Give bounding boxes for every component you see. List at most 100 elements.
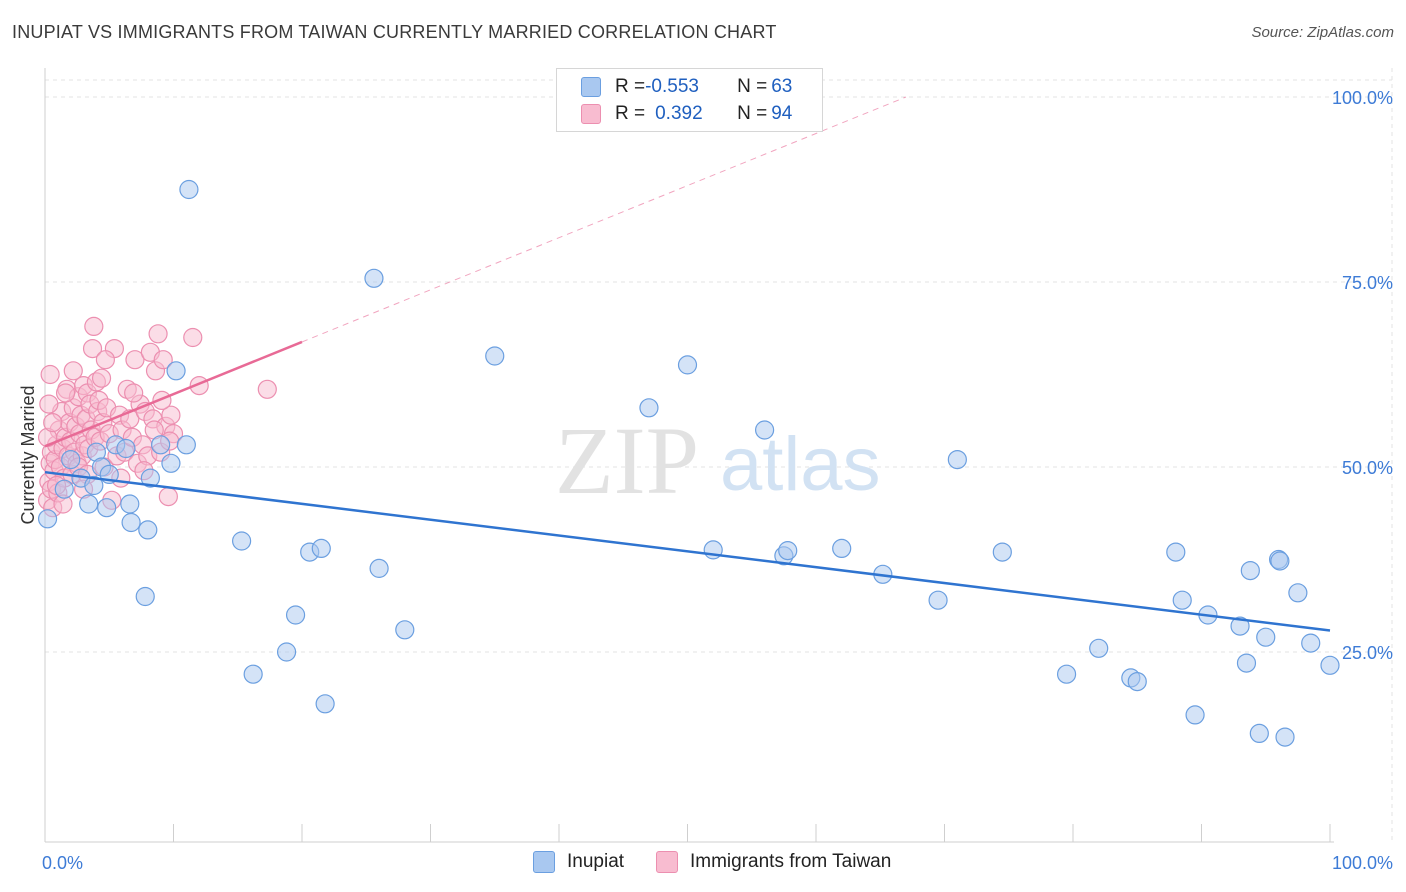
taiwan-trend-extension [301, 96, 907, 343]
legend-item-taiwan: Immigrants from Taiwan [656, 851, 891, 873]
inupiat-point [37, 509, 58, 529]
inupiat-point [232, 531, 252, 551]
watermark: ZIP atlas [555, 407, 881, 514]
legend-r-value: -0.553 [645, 76, 699, 97]
taiwan-point [183, 327, 203, 348]
taiwan-point [125, 350, 145, 370]
inupiat-point [285, 605, 306, 625]
taiwan-point [84, 316, 104, 336]
inupiat-point [1185, 705, 1205, 725]
legend-r-label: R = [615, 76, 646, 97]
inupiat-point [243, 664, 263, 684]
taiwan-point [148, 324, 168, 344]
legend-n-label: N = [737, 76, 768, 97]
inupiat-point [1236, 653, 1257, 673]
taiwan-point [40, 364, 60, 385]
inupiat-point [116, 438, 136, 459]
inupiat-point [151, 435, 171, 455]
taiwan-point [161, 405, 181, 425]
legend-row-taiwan: R = 0.392 N = 94 [581, 101, 792, 127]
inupiat-point [176, 435, 196, 455]
taiwan-point [55, 383, 76, 403]
trend-lines [44, 96, 1331, 632]
inupiat-point [677, 355, 698, 375]
legend-swatch-taiwan [656, 851, 678, 873]
inupiat-point [166, 361, 186, 381]
legend-r-label: R = [615, 103, 646, 124]
legend-n-label: N = [737, 103, 768, 124]
series-legend: Inupiat Immigrants from Taiwan [0, 851, 1406, 877]
inupiat-point [61, 450, 81, 470]
taiwan-point [153, 350, 173, 370]
inupiat-point [928, 590, 948, 610]
y-tick-label: 75.0% [1342, 273, 1393, 293]
inupiat-point [1172, 590, 1192, 610]
inupiat-point [1288, 583, 1308, 603]
inupiat-point [161, 453, 181, 473]
inupiat-point [1249, 723, 1269, 744]
y-axis-label: Currently Married [18, 385, 38, 524]
inupiat-trend-line [44, 470, 1331, 632]
inupiat-point [79, 494, 99, 514]
y-tick-label: 25.0% [1342, 643, 1393, 663]
stats-legend: R = -0.553 N = 63 R = 0.392 N = 94 [556, 68, 823, 132]
legend-row-inupiat: R = -0.553 N = 63 [581, 74, 792, 100]
y-tick-label: 50.0% [1342, 458, 1393, 478]
legend-item-inupiat: Inupiat [533, 851, 624, 873]
inupiat-point [1320, 655, 1340, 675]
inupiat-point [120, 494, 140, 514]
source-label: Source: ZipAtlas.com [1251, 24, 1394, 41]
inupiat-point [832, 538, 852, 559]
inupiat-point [1275, 727, 1295, 747]
taiwan-point [91, 368, 112, 388]
immigrants-from-taiwan-points [37, 316, 277, 518]
legend-label-taiwan: Immigrants from Taiwan [690, 851, 892, 872]
legend-label-inupiat: Inupiat [567, 851, 625, 872]
inupiat-point [947, 450, 967, 470]
legend-n-value: 63 [771, 76, 793, 97]
taiwan-point [124, 383, 144, 403]
inupiat-point [1270, 551, 1290, 571]
inupiat-point [778, 541, 798, 561]
inupiat-point [754, 420, 775, 440]
grid-lines [45, 68, 1393, 842]
inupiat-point [1056, 664, 1077, 684]
taiwan-point [158, 487, 178, 507]
taiwan-point [82, 339, 103, 359]
inupiat-point [395, 620, 415, 640]
taiwan-point [63, 361, 83, 381]
inupiat-point [639, 398, 659, 418]
inupiat-point [121, 512, 141, 533]
taiwan-trend-line [44, 340, 303, 448]
inupiat-point [364, 268, 384, 288]
inupiat-point [54, 479, 74, 499]
inupiat-point [1256, 627, 1276, 647]
legend-swatch-taiwan [581, 104, 601, 124]
watermark-atlas: atlas [720, 422, 881, 507]
inupiat-point [311, 538, 331, 559]
inupiat-point [140, 468, 160, 488]
taiwan-point [95, 350, 115, 370]
inupiat-point [1230, 616, 1250, 636]
inupiat-point [315, 694, 335, 714]
chart-title: INUPIAT VS IMMIGRANTS FROM TAIWAN CURREN… [12, 22, 777, 42]
inupiat-point [138, 520, 158, 540]
legend-swatch-inupiat [533, 851, 555, 873]
taiwan-point [257, 379, 277, 399]
inupiat-point [1127, 671, 1147, 692]
inupiat-point [485, 346, 505, 366]
tick-labels: 25.0% 50.0% 75.0% 100.0% 0.0% 100.0% [42, 88, 1393, 873]
inupiat-point [1301, 633, 1321, 653]
inupiat-point [992, 542, 1012, 562]
inupiat-point [84, 475, 104, 496]
inupiat-point [179, 179, 199, 200]
watermark-zip: ZIP [555, 407, 699, 514]
inupiat-point [276, 642, 297, 662]
inupiat-point [97, 498, 117, 518]
inupiat-point [1089, 638, 1109, 658]
taiwan-point [43, 413, 63, 433]
x-tick-label-min: 0.0% [42, 853, 83, 873]
inupiat-point [1166, 542, 1186, 562]
legend-r-value: 0.392 [655, 103, 703, 124]
